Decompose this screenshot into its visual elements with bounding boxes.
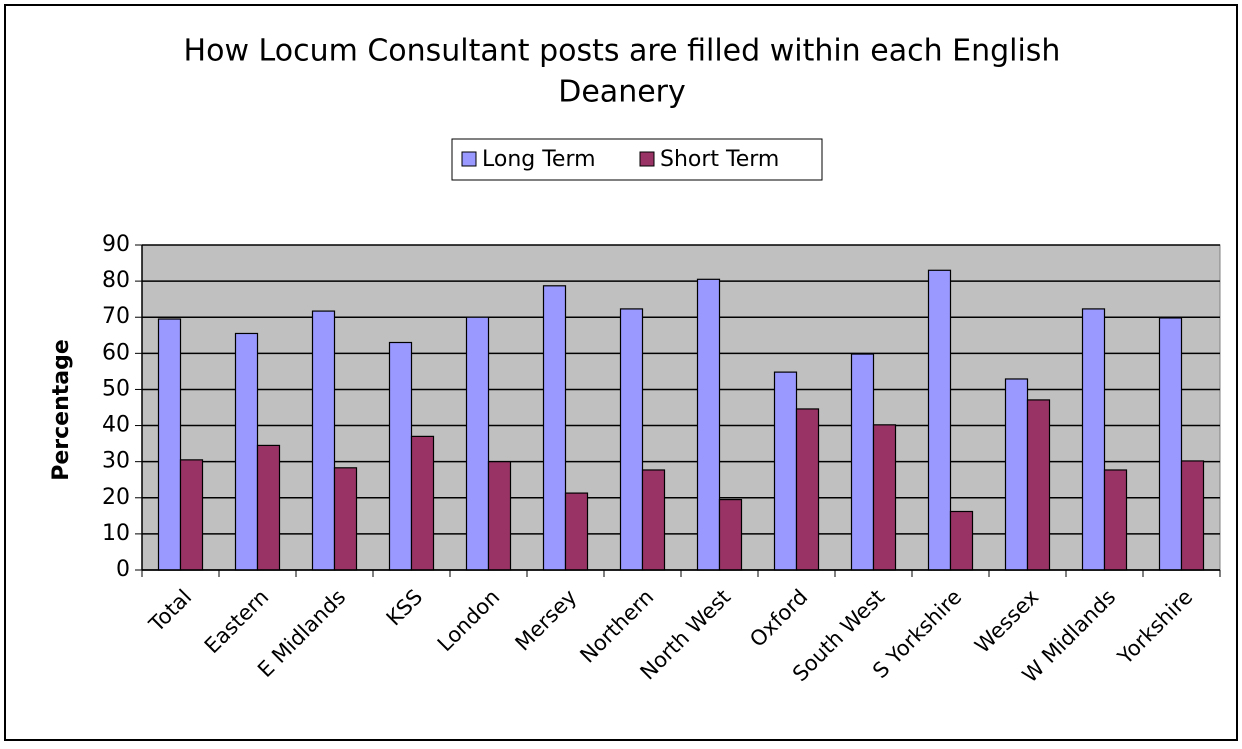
y-tick-label: 90: [102, 232, 130, 257]
bar: [949, 510, 974, 571]
bar: [410, 435, 435, 571]
bar: [542, 285, 567, 571]
bar: [465, 316, 490, 571]
chart-title: Deanery: [558, 75, 686, 110]
bar: [795, 408, 820, 571]
y-tick-label: 20: [102, 485, 130, 510]
y-tick-label: 10: [102, 521, 130, 546]
chart-title: How Locum Consultant posts are filled wi…: [184, 34, 1061, 69]
bar: [1180, 460, 1205, 571]
y-tick-label: 0: [116, 557, 130, 582]
bar: [1026, 399, 1051, 571]
y-tick-label: 30: [102, 449, 130, 474]
y-axis-label: Percentage: [49, 339, 74, 481]
bar: [1081, 308, 1106, 571]
bar: [564, 492, 589, 571]
legend-label: Short Term: [660, 147, 779, 172]
plot-area: [141, 244, 1221, 571]
y-tick-label: 70: [102, 304, 130, 329]
bar: [234, 332, 259, 571]
bar: [927, 269, 952, 571]
bar: [773, 371, 798, 571]
y-tick-label: 40: [102, 413, 130, 438]
bar: [619, 308, 644, 571]
bar: [1004, 378, 1029, 571]
legend-swatch: [461, 151, 477, 167]
bar: [179, 459, 204, 571]
legend-label: Long Term: [482, 147, 596, 172]
bar: [1103, 469, 1128, 571]
y-tick-label: 50: [102, 376, 130, 401]
bar: [333, 467, 358, 571]
bar: [696, 278, 721, 571]
legend-swatch: [639, 151, 655, 167]
bar: [256, 444, 281, 571]
bar: [718, 498, 743, 571]
bar: [850, 353, 875, 571]
bar: [1158, 317, 1183, 571]
bar: [388, 341, 413, 571]
y-tick-label: 60: [102, 340, 130, 365]
bar: [487, 461, 512, 571]
legend-box: [451, 138, 823, 181]
bar: [641, 469, 666, 571]
bar: [157, 318, 182, 571]
bar: [311, 310, 336, 571]
bar: [872, 424, 897, 571]
y-tick-label: 80: [102, 268, 130, 293]
